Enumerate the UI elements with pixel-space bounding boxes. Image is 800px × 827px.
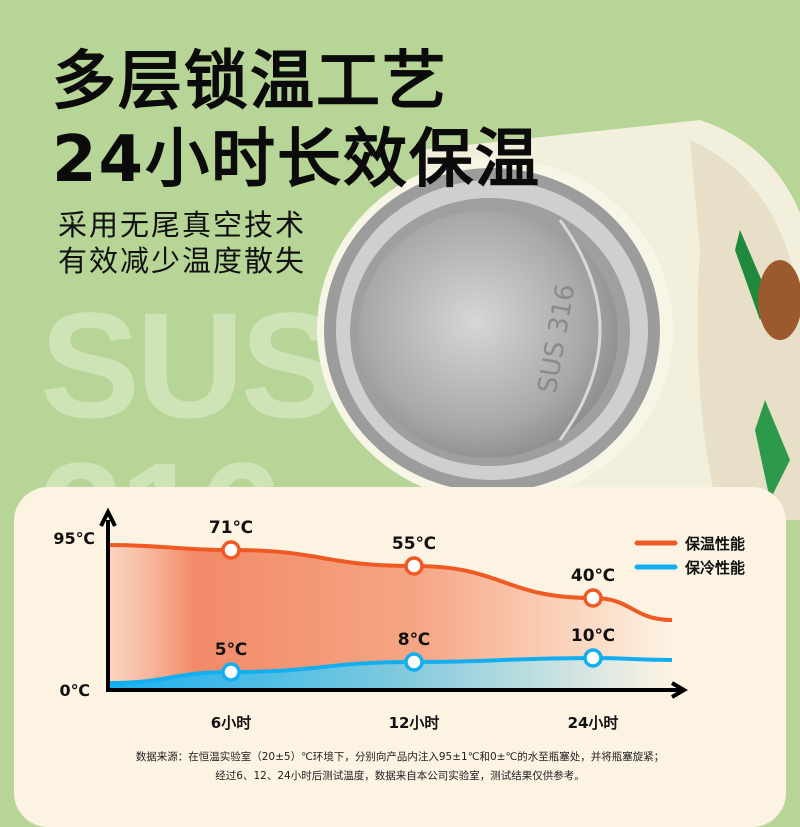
y-tick-0: 0℃: [59, 681, 90, 700]
data-label-0-0: 71℃: [209, 518, 253, 538]
footnote-line1: 数据来源：在恒温实验室（20±5）℃环境下，分别向产品内注入95±1℃和0±℃的…: [135, 751, 665, 763]
y-axis-arrow: [99, 507, 117, 527]
series-area-1: [110, 658, 672, 688]
data-label-1-0: 5℃: [215, 640, 247, 660]
footnote: 数据来源：在恒温实验室（20±5）℃环境下，分别向产品内注入95±1℃和0±℃的…: [0, 748, 800, 786]
data-point-0-2: [583, 588, 603, 608]
data-point-1-0: [221, 662, 241, 682]
data-point-0-0: [221, 540, 241, 560]
bottle-image: SUS 316: [317, 120, 800, 520]
data-label-0-1: 55℃: [392, 534, 436, 554]
data-point-0-1: [404, 556, 424, 576]
legend-label-cold: 保冷性能: [684, 559, 745, 577]
x-tick-12h: 12小时: [389, 714, 440, 732]
data-label-1-2: 10℃: [571, 626, 615, 646]
legend-label-warm: 保温性能: [684, 535, 745, 553]
data-point-1-2: [583, 648, 603, 668]
x-tick-6h: 6小时: [211, 714, 251, 732]
legend: 保温性能 保冷性能: [634, 535, 745, 577]
data-label-1-1: 8℃: [398, 630, 430, 650]
y-tick-95: 95℃: [53, 529, 95, 548]
series-area-0: [110, 545, 672, 688]
subhead-line1: 采用无尾真空技术: [58, 208, 307, 242]
x-tick-24h: 24小时: [568, 714, 619, 732]
temperature-chart: 95℃ 0℃ 6小时 12小时 24小时 71℃ 55℃ 40℃ 5℃ 8℃ 10℃ 保温…: [53, 507, 745, 732]
footnote-line2: 经过6、12、24小时后测试温度，数据来自本公司实验室，测试结果仅供参考。: [215, 770, 585, 782]
subhead-line2: 有效减少温度散失: [58, 244, 307, 278]
watermark-area: SUS 316: [40, 290, 420, 487]
headline-line2: 24小时长效保温: [52, 123, 542, 197]
watermark-sus-316: SUS 316: [40, 290, 340, 487]
data-label-0-2: 40℃: [571, 566, 615, 586]
data-point-1-1: [404, 652, 424, 672]
headline-line1: 多层锁温工艺: [52, 45, 448, 119]
x-axis-arrow: [670, 681, 688, 699]
